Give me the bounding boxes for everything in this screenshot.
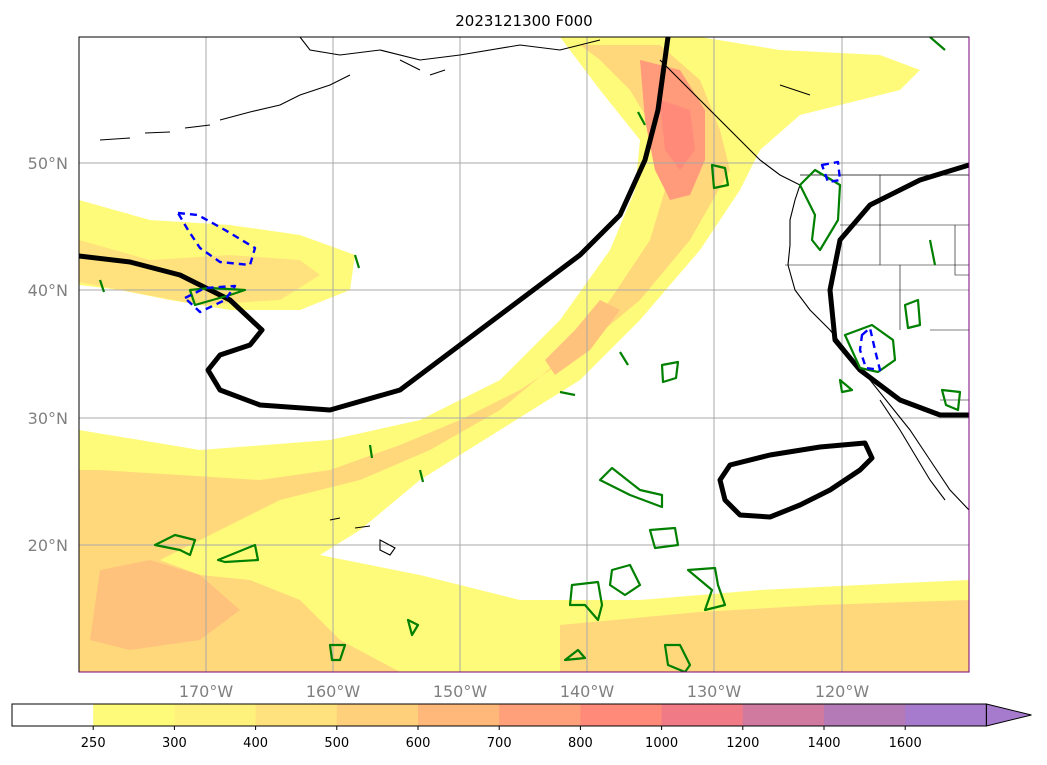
colorbar-segment: [93, 704, 175, 726]
field-west-400: [79, 240, 320, 305]
colorbar-segment: [499, 704, 581, 726]
green-contour: [660, 360, 680, 384]
us-state-lines: [785, 175, 969, 401]
lon-label: 150°W: [433, 682, 488, 701]
negative-contours: [176, 160, 882, 372]
green-contour: [98, 37, 946, 483]
height-contour-west: [79, 37, 671, 413]
positive-contours: [98, 37, 962, 672]
lat-label: 20°N: [28, 536, 68, 555]
lon-label: 130°W: [687, 682, 742, 701]
green-contour: [406, 618, 420, 637]
green-contour: [838, 378, 854, 394]
colorbar-segment: [174, 704, 257, 726]
colorbar: 250 300 400 500 600 700 800 1000 1200 1400 1600: [11, 703, 1032, 751]
lon-label: 160°W: [306, 682, 361, 701]
green-contour: [648, 526, 680, 550]
green-contour: [940, 388, 962, 412]
colorbar-tick-label: 300: [162, 736, 187, 751]
colorbar-segment: [418, 704, 500, 726]
colorbar-tick-label: 800: [568, 736, 593, 751]
north-america-coast: [659, 59, 969, 511]
lat-label: 30°N: [28, 409, 68, 428]
colorbar-tick-label: 1600: [889, 736, 922, 751]
map-panel: [78, 36, 970, 673]
colorbar-tick-label: 500: [324, 736, 349, 751]
colorbar-segment: [824, 704, 906, 726]
green-contour: [710, 163, 730, 190]
field-band-600: [545, 300, 620, 375]
field-band-400: [79, 45, 730, 672]
gridlines: [79, 37, 969, 672]
colorbar-segment: [12, 704, 94, 726]
green-contour: [568, 580, 604, 622]
height-contours: [79, 37, 969, 520]
colorbar-segment: [580, 704, 663, 726]
hawaii-islands: [329, 517, 396, 556]
field-sw-600: [90, 560, 240, 650]
alaska-islands: [399, 59, 811, 96]
green-contour: [563, 648, 587, 662]
colorbar-tick-label: 1400: [807, 736, 840, 751]
baja-peninsula: [879, 399, 946, 501]
green-contour: [843, 323, 897, 374]
colorbar-extend-arrow: [985, 703, 1032, 727]
colorbar-tick-label: 600: [406, 736, 431, 751]
colorbar-tick-label: 700: [487, 736, 512, 751]
lon-label: 170°W: [179, 682, 234, 701]
blue-dashed-contour: [820, 160, 842, 184]
green-contour: [153, 533, 197, 557]
green-contour: [663, 643, 692, 672]
colorbar-segment: [905, 704, 987, 726]
green-contour: [608, 563, 642, 597]
green-contour: [686, 566, 727, 612]
lon-label: 120°W: [815, 682, 870, 701]
green-contour: [903, 298, 922, 330]
lon-labels: 170°W 160°W 150°W 140°W 130°W 120°W: [179, 682, 870, 701]
colorbar-tick-label: 250: [81, 736, 106, 751]
field-band-250: [79, 37, 969, 672]
field-core-1000: [660, 100, 695, 170]
blue-dashed-contour: [176, 211, 257, 267]
colorbar-segment: [255, 704, 338, 726]
lat-label: 40°N: [28, 281, 68, 300]
map-title: 2023121300 F000: [455, 12, 592, 30]
colorbar-segment: [661, 704, 744, 726]
green-contour: [328, 643, 347, 662]
height-contour-east: [827, 162, 969, 418]
blue-dashed-contour: [183, 284, 237, 314]
lat-label: 50°N: [28, 154, 68, 173]
green-contour: [798, 168, 842, 252]
shaded-field: [79, 37, 969, 672]
alaska-coast: [299, 37, 601, 61]
height-contour-closed: [717, 440, 875, 520]
aleutian-islands: [99, 74, 351, 141]
colorbar-segment: [742, 704, 825, 726]
blue-dashed-contour: [858, 326, 882, 372]
colorbar-tick-label: 1200: [726, 736, 759, 751]
lat-labels: 50°N 40°N 30°N 20°N: [28, 154, 68, 555]
lon-label: 140°W: [560, 682, 615, 701]
field-south-400: [560, 600, 969, 672]
green-contour: [216, 543, 260, 564]
colorbar-tick-label: 1000: [645, 736, 678, 751]
colorbar-segment: [336, 704, 419, 726]
colorbar-tick-label: 400: [243, 736, 268, 751]
green-contour: [598, 466, 664, 509]
